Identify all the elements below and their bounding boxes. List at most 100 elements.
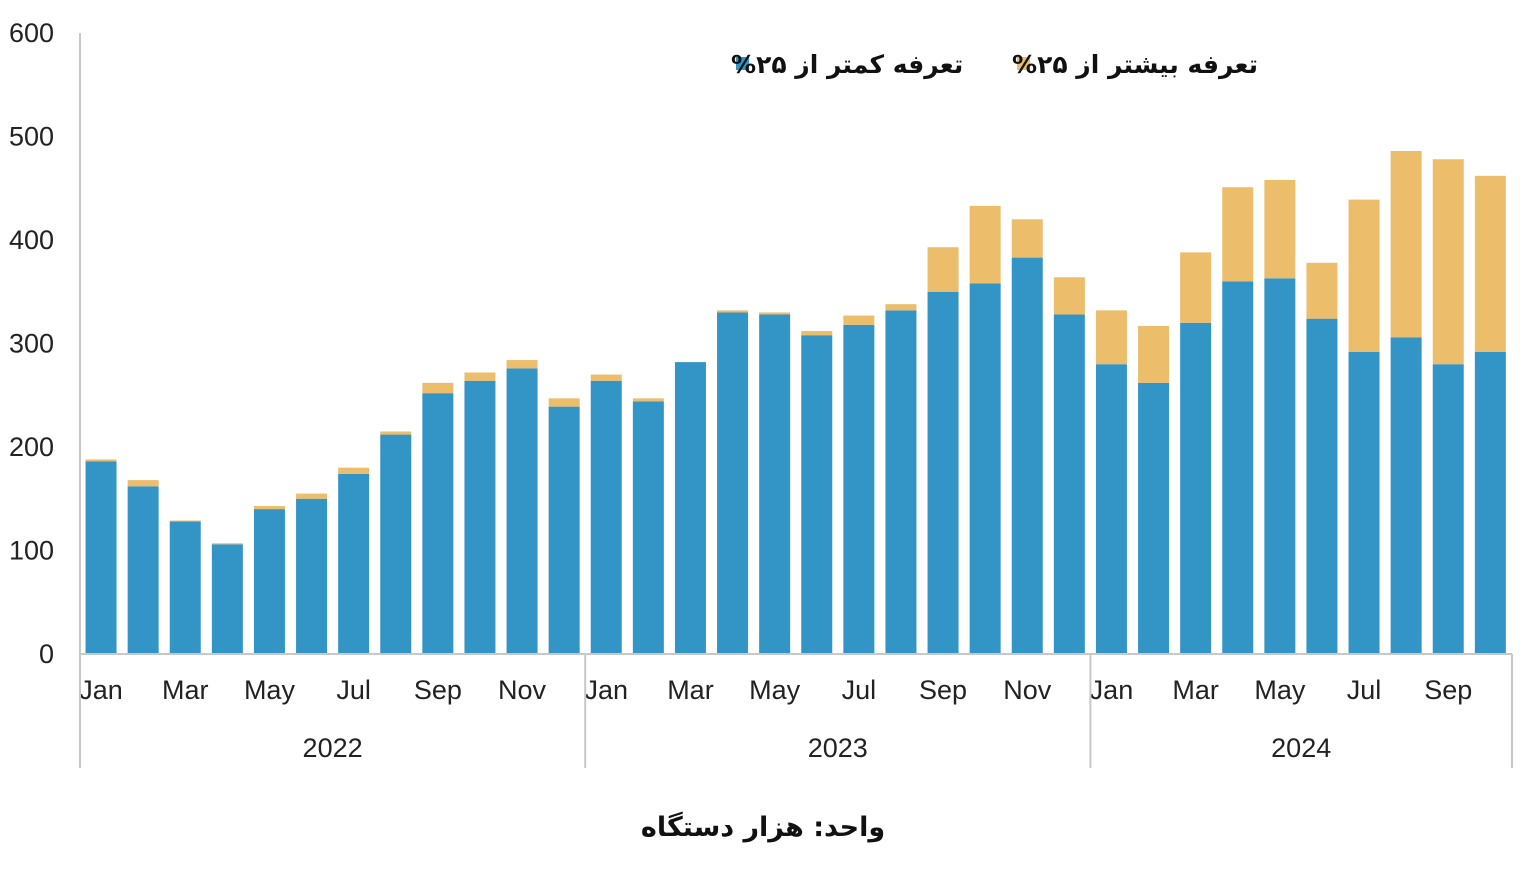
bar-segment-above-25: [1348, 199, 1380, 352]
x-tick-label: Mar: [162, 675, 209, 705]
bar-segment-above-25: [422, 382, 454, 394]
bar-segment-above-25: [1095, 310, 1127, 365]
x-tick-label: Sep: [1424, 675, 1472, 705]
bar-segment-below-25: [548, 406, 580, 654]
x-tick-label: Sep: [919, 675, 967, 705]
legend-swatch-low: [736, 57, 749, 70]
y-tick-label: 300: [9, 329, 54, 359]
bar-segment-below-25: [169, 521, 201, 654]
bar-segment-below-25: [590, 380, 622, 654]
bar-segment-below-25: [1390, 337, 1422, 654]
bar-segment-below-25: [843, 324, 875, 654]
bar-segment-above-25: [506, 360, 538, 369]
bar-segment-below-25: [506, 368, 538, 654]
bar-segment-below-25: [1095, 364, 1127, 654]
bar-segment-above-25: [801, 331, 833, 336]
x-tick-label: May: [244, 675, 296, 705]
unit-caption: واحد: هزار دستگاه: [641, 811, 885, 843]
bar-segment-below-25: [1011, 257, 1043, 654]
y-tick-label: 500: [9, 122, 54, 152]
year-group-label: 2024: [1271, 733, 1331, 763]
bar-segment-below-25: [380, 434, 412, 654]
bar-segment-below-25: [1222, 281, 1254, 654]
bar-segment-above-25: [380, 431, 412, 435]
bar-segment-above-25: [296, 493, 328, 499]
bar-segment-above-25: [338, 467, 370, 474]
bar-segment-above-25: [127, 480, 159, 487]
x-tick-label: Jan: [79, 675, 123, 705]
x-tick-label: Jul: [1347, 675, 1382, 705]
bar-segment-above-25: [464, 372, 496, 381]
bar-segment-below-25: [674, 362, 706, 654]
bar-segment-below-25: [296, 498, 328, 654]
bar-segment-below-25: [1138, 382, 1170, 654]
bar-segment-above-25: [1264, 179, 1296, 279]
y-tick-label: 0: [39, 639, 54, 669]
bar-segment-above-25: [548, 398, 580, 407]
bar-segment-above-25: [85, 459, 117, 462]
x-tick-label: Nov: [1003, 675, 1052, 705]
bars-layer: [85, 150, 1506, 654]
bar-segment-below-25: [1432, 364, 1464, 654]
legend-label-low: تعرفه کمتر از ۲۵%: [731, 50, 963, 80]
bar-segment-above-25: [1432, 159, 1464, 365]
y-axis-tick-labels: 0 100 200 300 400 500 600: [9, 18, 54, 669]
bar-segment-below-25: [632, 401, 664, 654]
bar-segment-above-25: [1474, 175, 1506, 352]
y-tick-label: 600: [9, 18, 54, 48]
year-group-label: 2022: [303, 733, 363, 763]
y-tick-label: 400: [9, 225, 54, 255]
bar-segment-above-25: [1138, 325, 1170, 383]
bar-segment-above-25: [1053, 277, 1085, 315]
x-tick-label: Jan: [1090, 675, 1134, 705]
bar-segment-below-25: [759, 314, 791, 654]
bar-segment-below-25: [211, 544, 243, 654]
year-group-label: 2023: [808, 733, 868, 763]
legend-label-high: تعرفه بیشتر از ۲۵%: [1012, 50, 1258, 80]
x-tick-label: Mar: [667, 675, 714, 705]
legend: تعرفه بیشتر از ۲۵% تعرفه کمتر از ۲۵%: [731, 50, 1258, 80]
bar-segment-above-25: [1180, 252, 1212, 323]
bar-segment-below-25: [1474, 351, 1506, 654]
bar-segment-above-25: [1011, 219, 1043, 258]
bar-segment-below-25: [1306, 318, 1338, 654]
bar-segment-above-25: [969, 205, 1001, 284]
x-tick-label: Jan: [584, 675, 628, 705]
bar-segment-above-25: [590, 374, 622, 381]
bar-segment-below-25: [127, 486, 159, 654]
bar-segment-below-25: [338, 473, 370, 654]
bar-segment-below-25: [464, 380, 496, 654]
x-axis-year-groups: 2022 2023 2024: [79, 654, 1513, 768]
x-tick-label: Mar: [1172, 675, 1219, 705]
bar-segment-above-25: [717, 310, 749, 313]
x-tick-label: May: [749, 675, 801, 705]
bar-segment-above-25: [1390, 150, 1422, 338]
bar-segment-below-25: [1264, 278, 1296, 654]
bar-segment-below-25: [1180, 322, 1212, 654]
bar-segment-above-25: [885, 304, 917, 311]
bar-segment-above-25: [169, 520, 201, 522]
bar-segment-below-25: [422, 393, 454, 654]
bar-segment-below-25: [717, 312, 749, 654]
bar-segment-below-25: [969, 283, 1001, 654]
x-tick-label: Nov: [498, 675, 547, 705]
bar-segment-above-25: [253, 505, 285, 510]
bar-segment-below-25: [85, 461, 117, 654]
bar-segment-above-25: [843, 315, 875, 325]
x-axis-tick-labels: Jan Mar May Jul Sep Nov Jan Mar May Jul Sep Nov Jan M…: [79, 675, 1472, 705]
bar-segment-above-25: [1306, 262, 1338, 319]
bar-segment-below-25: [1348, 351, 1380, 654]
bar-segment-above-25: [1222, 187, 1254, 282]
bar-segment-below-25: [885, 310, 917, 654]
x-tick-label: Jul: [336, 675, 371, 705]
bar-segment-below-25: [927, 291, 959, 654]
bar-segment-above-25: [632, 398, 664, 402]
bar-segment-below-25: [801, 335, 833, 654]
y-tick-label: 100: [9, 536, 54, 566]
bar-segment-above-25: [759, 312, 791, 315]
x-tick-label: Jul: [842, 675, 877, 705]
y-tick-label: 200: [9, 432, 54, 462]
legend-swatch-high: [1017, 57, 1030, 70]
x-tick-label: Sep: [414, 675, 462, 705]
bar-segment-below-25: [1053, 314, 1085, 654]
